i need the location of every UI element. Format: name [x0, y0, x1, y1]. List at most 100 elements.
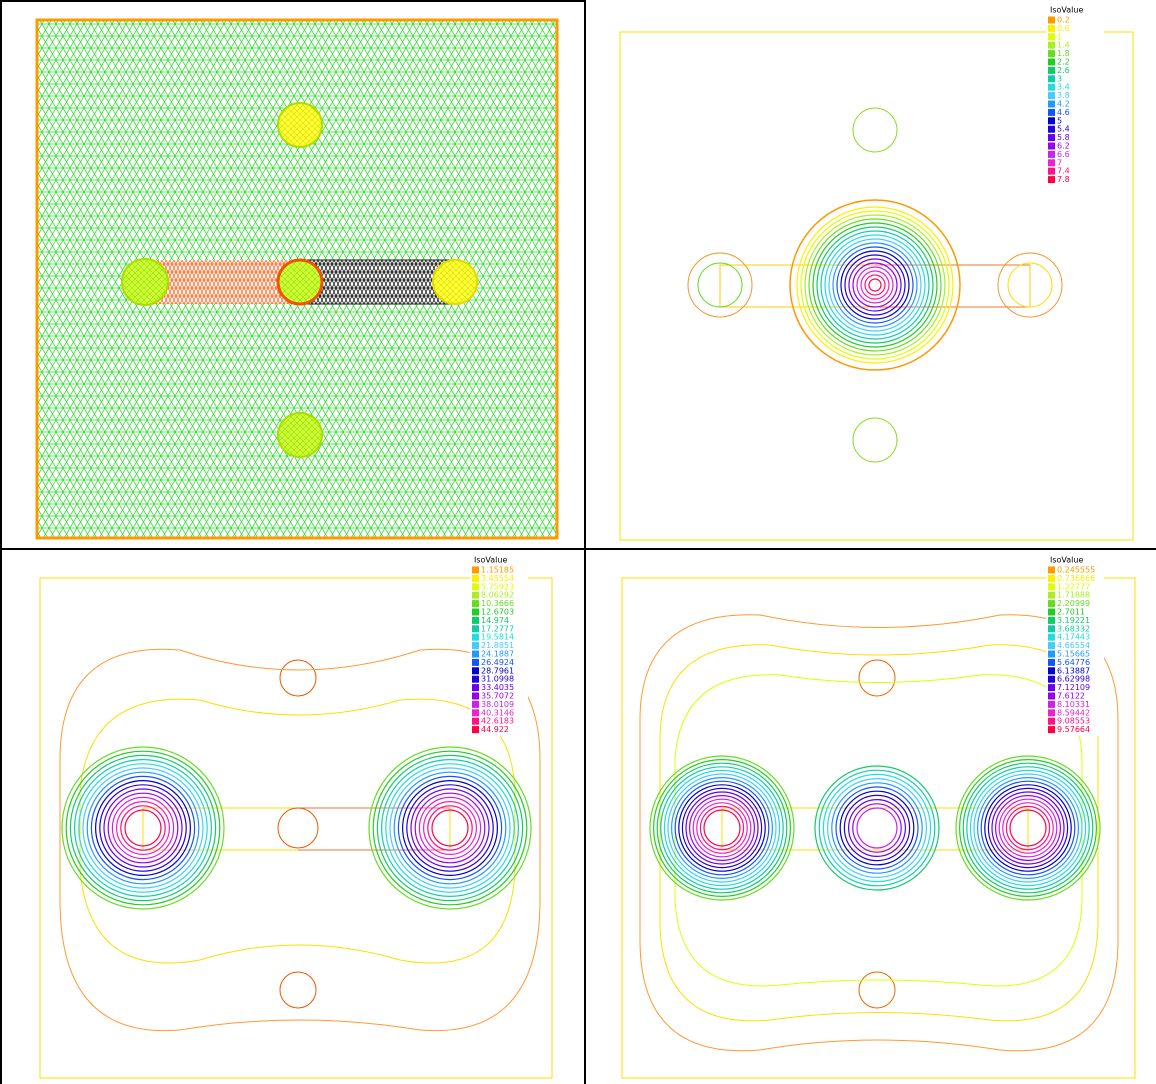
contour-line: [427, 805, 473, 851]
legend-swatch: [472, 650, 479, 658]
contour-line: [678, 784, 766, 872]
legend-label: 5.64776: [1057, 658, 1090, 667]
contour-line: [652, 758, 791, 897]
mesh-plot: [35, 18, 559, 540]
legend-label: 7.6122: [1057, 692, 1085, 701]
contour-line: [406, 784, 494, 872]
legend-swatch: [1048, 591, 1055, 599]
contour-line: [69, 754, 217, 902]
legend-label: 26.4924: [481, 658, 514, 667]
contour-line: [808, 218, 942, 352]
legend-swatch: [472, 600, 479, 608]
legend-label: 5.75923: [481, 582, 514, 591]
contour-line: [840, 250, 910, 320]
contour-line: [99, 784, 187, 872]
contour-line: [814, 765, 940, 891]
legend-swatch: [1048, 726, 1055, 734]
legend-label: 6.6: [1057, 150, 1070, 159]
legend-label: 4.66554: [1057, 641, 1090, 650]
legend-swatch: [1048, 58, 1055, 66]
contour-line: [1005, 805, 1051, 851]
legend-label: 1.15185: [481, 566, 514, 575]
legend-swatch: [472, 684, 479, 692]
legend-swatch: [1048, 108, 1055, 116]
contour-line: [699, 805, 745, 851]
contour-line: [816, 226, 934, 344]
legend-label: 42.6183: [481, 717, 514, 726]
contour-line: [856, 807, 898, 849]
contour-line: [852, 262, 898, 308]
legend-swatch: [472, 583, 479, 591]
contour-line: [844, 254, 906, 316]
legend-label: 17.2777: [481, 624, 514, 633]
legend-label: 2.20999: [1057, 599, 1090, 608]
legend-label: 5: [1057, 116, 1062, 125]
contour-line: [860, 270, 890, 300]
legend-swatch: [1048, 142, 1055, 150]
legend-swatch: [1048, 717, 1055, 725]
legend-swatch: [1048, 574, 1055, 582]
legend-label: 33.4035: [481, 683, 514, 692]
legend-swatch: [1048, 16, 1055, 24]
legend-swatch: [1048, 176, 1055, 184]
legend-swatch: [472, 574, 479, 582]
legend-label: 10.3666: [481, 599, 514, 608]
contour-line: [976, 776, 1079, 879]
legend-label: 6.62998: [1057, 675, 1090, 684]
legend-swatch: [472, 667, 479, 675]
legend-label: 5.4: [1057, 125, 1070, 134]
contour-line: [958, 758, 1097, 897]
legend-background: [470, 564, 528, 736]
contour-line: [966, 766, 1090, 890]
contour-line: [90, 775, 196, 881]
contour-line: [372, 750, 528, 906]
legend-swatch: [472, 675, 479, 683]
legend-swatch: [1048, 692, 1055, 700]
legend-swatch: [1048, 625, 1055, 633]
legend-swatch: [1048, 600, 1055, 608]
legend-swatch: [1048, 667, 1055, 675]
legend-label: 8.06292: [481, 591, 514, 600]
contour-line: [969, 769, 1087, 887]
contour-line: [864, 274, 886, 296]
contour-line: [368, 746, 532, 910]
legend-label: 8.59442: [1057, 708, 1090, 717]
legend-label: 21.8851: [481, 641, 514, 650]
legend-label: 1.22777: [1057, 582, 1090, 591]
legend-swatch: [1048, 117, 1055, 125]
legend-swatch: [1048, 675, 1055, 683]
legend-label: 2.2: [1057, 58, 1070, 67]
contour-line: [835, 786, 919, 870]
legend-label: 9.57664: [1057, 725, 1090, 734]
legend-swatch: [1048, 709, 1055, 717]
legend-label: 0.2: [1057, 16, 1070, 25]
legend-swatch: [1048, 66, 1055, 74]
legend-label: 1.8: [1057, 49, 1070, 58]
legend-label: 0.6: [1057, 24, 1070, 33]
contour-line: [998, 798, 1058, 858]
legend-swatch: [472, 642, 479, 650]
contour-plot: IsoValue0.2455550.7366661.227771.718882.…: [621, 556, 1136, 1079]
contour-line: [836, 246, 914, 324]
contour-line: [674, 780, 770, 876]
contour-line: [418, 796, 482, 860]
legend-label: 3.68332: [1057, 624, 1090, 633]
legend-label: 6.13887: [1057, 666, 1090, 675]
legend-title: IsoValue: [474, 556, 507, 565]
legend-swatch: [1048, 583, 1055, 591]
contour-line: [410, 788, 490, 868]
legend-title: IsoValue: [1050, 6, 1083, 15]
legend-swatch: [472, 709, 479, 717]
contour-line: [61, 746, 225, 910]
contour-line: [800, 210, 950, 360]
legend-swatch: [1048, 41, 1055, 49]
legend-swatch: [472, 700, 479, 708]
contour-line: [987, 787, 1069, 869]
contour-line: [115, 800, 170, 855]
legend-swatch: [1048, 650, 1055, 658]
contour-line: [848, 258, 902, 312]
legend-label: 0.245555: [1057, 566, 1095, 575]
contour-plot: IsoValue0.20.611.41.82.22.633.43.84.24.6…: [619, 6, 1134, 541]
legend-label: 1.71888: [1057, 591, 1090, 600]
legend-swatch: [1048, 50, 1055, 58]
